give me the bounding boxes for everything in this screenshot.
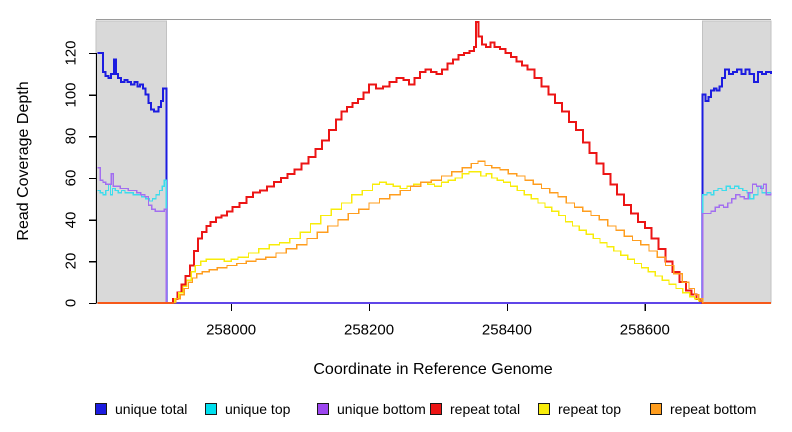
legend-label: unique top: [225, 401, 291, 417]
legend-label: unique bottom: [337, 401, 426, 417]
y-tick-label: 40: [62, 211, 80, 228]
series-repeat-total: [97, 20, 771, 304]
legend-item-unique-top: unique top: [205, 401, 290, 417]
x-tick-label: 258600: [619, 321, 670, 339]
y-tick-label: 120: [62, 40, 80, 66]
legend-swatch-repeat-total: [430, 403, 442, 415]
legend-label: repeat bottom: [670, 401, 757, 417]
series-repeat-top: [97, 171, 771, 304]
x-tick-label: 258200: [344, 321, 395, 339]
legend-item-unique-bottom: unique bottom: [317, 401, 426, 417]
series-repeat-bottom: [97, 160, 771, 304]
masked-region-shade: [702, 20, 772, 304]
series-unique-total: [97, 52, 772, 304]
series-unique-bottom: [97, 166, 772, 304]
legend-item-repeat-bottom: repeat bottom: [650, 401, 756, 417]
x-axis-title: Coordinate in Reference Genome: [313, 361, 553, 378]
legend-label: repeat top: [558, 401, 622, 417]
y-tick-label: 100: [62, 82, 80, 108]
legend-swatch-unique-total: [95, 403, 107, 415]
legend-swatch-unique-bottom: [317, 403, 329, 415]
y-axis-title: Read Coverage Depth: [15, 81, 32, 241]
legend-swatch-repeat-top: [538, 403, 550, 415]
legend-item-unique-total: unique total: [95, 401, 187, 417]
y-tick-label: 80: [62, 127, 80, 145]
legend-swatch-repeat-bottom: [650, 403, 662, 415]
legend-item-repeat-top: repeat top: [538, 401, 621, 417]
y-tick-label: 0: [62, 298, 80, 308]
legend-label: unique total: [115, 401, 188, 417]
masked-region-shade: [95, 20, 167, 304]
y-tick-label: 20: [62, 252, 80, 270]
legend-item-repeat-total: repeat total: [430, 401, 520, 417]
legend-swatch-unique-top: [205, 403, 217, 415]
y-tick-label: 60: [62, 169, 80, 187]
x-tick-label: 258000: [206, 321, 257, 339]
series-unique-top: [97, 179, 771, 304]
legend-label: repeat total: [450, 401, 521, 417]
x-tick-label: 258400: [481, 321, 532, 339]
